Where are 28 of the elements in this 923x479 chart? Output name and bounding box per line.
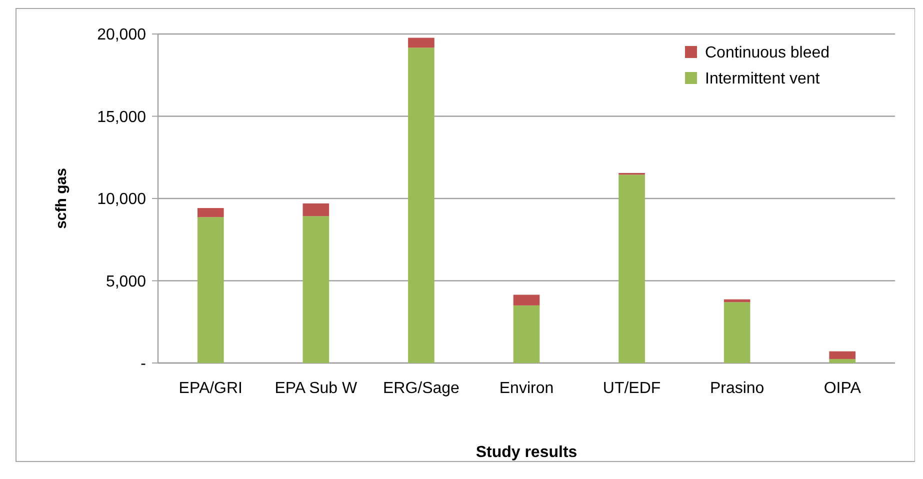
y-tick-label: 5,000	[106, 273, 146, 290]
x-tick-label: EPA Sub W	[274, 380, 358, 397]
bar	[197, 217, 224, 363]
bar	[513, 294, 540, 306]
x-tick-label: Environ	[499, 380, 554, 397]
y-tick-label: 20,000	[97, 26, 146, 44]
bar	[618, 174, 645, 363]
bar	[829, 351, 856, 360]
y-tick-label: -	[140, 356, 146, 373]
legend-label: Intermittent vent	[705, 70, 820, 88]
bar	[408, 48, 434, 363]
x-axis-title: Study results	[476, 444, 578, 461]
bar	[724, 302, 750, 363]
y-tick-label: 15,000	[97, 108, 146, 126]
bar	[302, 216, 330, 363]
x-tick-label: UT/EDF	[602, 380, 661, 397]
y-axis-title: scfh gas	[53, 168, 70, 229]
x-tick-label: ERG/Sage	[382, 380, 460, 397]
y-tick-label: 10,000	[97, 191, 146, 208]
x-tick-label: OIPA	[824, 380, 862, 397]
bar	[829, 359, 856, 363]
x-tick-label: Prasino	[710, 380, 764, 397]
bar	[197, 208, 224, 218]
bar	[513, 305, 540, 363]
bar	[302, 203, 330, 216]
x-tick-label: EPA/GRI	[178, 380, 242, 397]
bar	[408, 38, 434, 48]
legend-label: Continuous bleed	[705, 44, 830, 62]
